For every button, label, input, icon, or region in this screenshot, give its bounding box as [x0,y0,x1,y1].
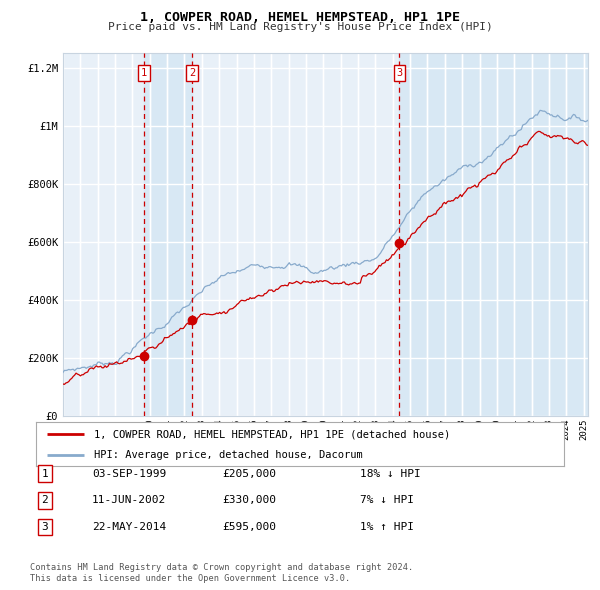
Text: £330,000: £330,000 [222,496,276,505]
Bar [400,53,600,416]
Text: 1: 1 [41,469,49,478]
Text: 22-MAY-2014: 22-MAY-2014 [92,522,166,532]
Text: 18% ↓ HPI: 18% ↓ HPI [360,469,421,478]
Text: Contains HM Land Registry data © Crown copyright and database right 2024.: Contains HM Land Registry data © Crown c… [30,563,413,572]
Text: £205,000: £205,000 [222,469,276,478]
Text: 1, COWPER ROAD, HEMEL HEMPSTEAD, HP1 1PE: 1, COWPER ROAD, HEMEL HEMPSTEAD, HP1 1PE [140,11,460,24]
Bar [144,53,192,416]
Text: 1% ↑ HPI: 1% ↑ HPI [360,522,414,532]
Text: 3: 3 [41,522,49,532]
Text: £595,000: £595,000 [222,522,276,532]
Text: 1, COWPER ROAD, HEMEL HEMPSTEAD, HP1 1PE (detached house): 1, COWPER ROAD, HEMEL HEMPSTEAD, HP1 1PE… [94,430,451,439]
Text: 3: 3 [396,68,403,78]
Text: 1: 1 [141,68,147,78]
Text: 11-JUN-2002: 11-JUN-2002 [92,496,166,505]
Text: 7% ↓ HPI: 7% ↓ HPI [360,496,414,505]
Text: HPI: Average price, detached house, Dacorum: HPI: Average price, detached house, Daco… [94,450,363,460]
Text: 03-SEP-1999: 03-SEP-1999 [92,469,166,478]
Text: Price paid vs. HM Land Registry's House Price Index (HPI): Price paid vs. HM Land Registry's House … [107,22,493,32]
Text: This data is licensed under the Open Government Licence v3.0.: This data is licensed under the Open Gov… [30,573,350,583]
Text: 2: 2 [189,68,195,78]
Text: 2: 2 [41,496,49,505]
